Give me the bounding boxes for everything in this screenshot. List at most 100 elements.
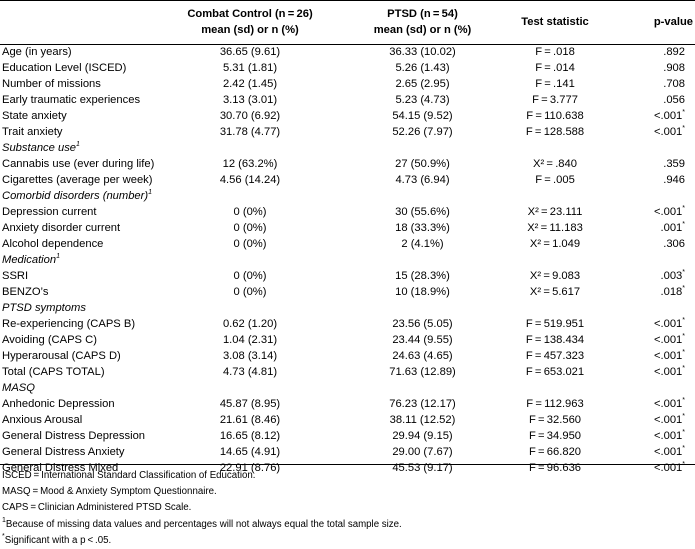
p-value: .708 — [608, 76, 695, 92]
test-statistic-value-text: F = 653.021 — [525, 366, 585, 378]
p-value-text: <.001 — [653, 110, 683, 122]
table-row: Depression current 0 (0%) 30 (55.6%) X² = 2… — [0, 204, 695, 220]
p-value-text: .708 — [663, 78, 685, 90]
test-statistic-value-text: X² = 5.617 — [529, 286, 581, 298]
test-statistic-value-text: F = 34.950 — [528, 430, 582, 442]
ptsd-value-text: 2.65 (2.95) — [395, 78, 450, 90]
section-label: Comorbid disorders (number)1 — [0, 188, 695, 204]
combat-control-value-text: 3.08 (3.14) — [222, 350, 278, 362]
combat-control-value-text: 2.42 (1.45) — [222, 78, 278, 90]
test-statistic-value-text: F = .014 — [535, 62, 575, 74]
table-row: Re-experiencing (CAPS B) 0.62 (1.20) 23.56… — [0, 316, 695, 332]
row-label: Re-experiencing (CAPS B) — [0, 316, 157, 332]
row-label-text: Cannabis use (ever during life) — [2, 158, 155, 170]
test-statistic-value-text: F = 66.820 — [528, 446, 582, 458]
combat-control-value-text: 5.31 (1.81) — [222, 62, 278, 74]
row-label: Cannabis use (ever during life) — [0, 156, 157, 172]
row-label: Number of missions — [0, 76, 157, 92]
row-label-text: General Distress Depression — [2, 430, 146, 442]
test-statistic-value: F = 66.820 — [502, 444, 608, 460]
test-statistic-value: X² = 9.083 — [502, 268, 608, 284]
ptsd-value-text: 29.00 (7.67) — [392, 446, 453, 458]
row-label: Age (in years) — [0, 44, 157, 60]
p-value-text: <.001 — [653, 430, 683, 442]
row-label: Hyperarousal (CAPS D) — [0, 348, 157, 364]
combat-control-value: 3.08 (3.14) — [157, 348, 343, 364]
p-value: <.001* — [608, 124, 695, 140]
row-label-text: Cigarettes (average per week) — [2, 174, 153, 186]
ptsd-value: 5.26 (1.43) — [343, 60, 502, 76]
p-value-text: <.001 — [653, 414, 683, 426]
test-statistic-value: X² = .840 — [502, 156, 608, 172]
p-value-text: <.001 — [653, 366, 683, 378]
ptsd-value-text: 23.56 (5.05) — [392, 318, 453, 330]
test-statistic-value-text: F = 138.434 — [525, 334, 585, 346]
test-statistic-value-text: X² = 9.083 — [529, 270, 581, 282]
header-combat-control-line2: mean (sd) or n (%) — [201, 24, 299, 36]
ptsd-value-text: 45.53 (9.17) — [392, 462, 453, 474]
section-label-text: Substance use — [2, 142, 77, 154]
header-combat-control: Combat Control (n = 26) mean (sd) or n (… — [157, 0, 343, 44]
significance-marker: * — [682, 317, 685, 324]
combat-control-value: 14.65 (4.91) — [157, 444, 343, 460]
section-row: Medication1 — [0, 252, 695, 268]
row-label-text: Anhedonic Depression — [2, 398, 115, 410]
p-value-text: .946 — [663, 174, 685, 186]
table-note: CAPS = Clinician Administered PTSD Scale… — [2, 500, 402, 516]
combat-control-value: 21.61 (8.46) — [157, 412, 343, 428]
p-value-text: .018 — [660, 286, 683, 298]
p-value: <.001* — [608, 428, 695, 444]
test-statistic-value: X² = 5.617 — [502, 284, 608, 300]
combat-control-value: 0.62 (1.20) — [157, 316, 343, 332]
combat-control-value: 0 (0%) — [157, 284, 343, 300]
row-label-text: Education Level (ISCED) — [2, 62, 127, 74]
row-label-text: Age (in years) — [2, 46, 72, 58]
header-row: Combat Control (n = 26) mean (sd) or n (… — [0, 0, 695, 44]
section-row: MASQ — [0, 380, 695, 396]
test-statistic-value: F = 457.323 — [502, 348, 608, 364]
significance-marker: * — [682, 221, 685, 228]
header-ptsd-line2: mean (sd) or n (%) — [373, 24, 472, 36]
row-label: Depression current — [0, 204, 157, 220]
row-label: Total (CAPS TOTAL) — [0, 364, 157, 380]
test-statistic-value: F = .018 — [502, 44, 608, 60]
row-label-text: Alcohol dependence — [2, 238, 104, 250]
p-value: .359 — [608, 156, 695, 172]
ptsd-value: 45.53 (9.17) — [343, 460, 502, 476]
row-label-text: General Distress Mixed — [2, 462, 119, 474]
combat-control-value-text: 0 (0%) — [233, 206, 267, 218]
row-label-text: Trait anxiety — [2, 126, 63, 138]
p-value-text: <.001 — [653, 398, 683, 410]
table-row: Anhedonic Depression 45.87 (8.95) 76.23 (1… — [0, 396, 695, 412]
table-row: Anxious Arousal 21.61 (8.46) 38.11 (12.52)… — [0, 412, 695, 428]
ptsd-value: 76.23 (12.17) — [343, 396, 502, 412]
ptsd-value: 38.11 (12.52) — [343, 412, 502, 428]
significance-marker: * — [682, 285, 685, 292]
ptsd-value: 18 (33.3%) — [343, 220, 502, 236]
section-label-text: PTSD symptoms — [2, 302, 86, 314]
table-row: Avoiding (CAPS C) 1.04 (2.31) 23.44 (9.55)… — [0, 332, 695, 348]
ptsd-value-text: 4.73 (6.94) — [395, 174, 450, 186]
combat-control-value-text: 3.13 (3.01) — [222, 94, 278, 106]
significance-marker: * — [682, 445, 685, 452]
table-row: SSRI 0 (0%) 15 (28.3%) X² = 9.083 .003* — [0, 268, 695, 284]
table-row: Number of missions 2.42 (1.45) 2.65 (2.95)… — [0, 76, 695, 92]
row-label-text: Early traumatic experiences — [2, 94, 141, 106]
p-value: .892 — [608, 44, 695, 60]
ptsd-value-text: 38.11 (12.52) — [389, 414, 456, 426]
combat-control-value-text: 36.65 (9.61) — [219, 46, 281, 58]
p-value-text: <.001 — [653, 334, 683, 346]
row-label-text: Anxiety disorder current — [2, 222, 121, 234]
row-label: Avoiding (CAPS C) — [0, 332, 157, 348]
row-label: General Distress Mixed — [0, 460, 157, 476]
test-statistic-value: F = .141 — [502, 76, 608, 92]
test-statistic-value-text: F = .005 — [535, 174, 575, 186]
table-row: Cigarettes (average per week) 4.56 (14.24… — [0, 172, 695, 188]
p-value: <.001* — [608, 332, 695, 348]
section-label: PTSD symptoms — [0, 300, 695, 316]
section-row: PTSD symptoms — [0, 300, 695, 316]
combat-control-value: 16.65 (8.12) — [157, 428, 343, 444]
significance-marker: * — [682, 333, 685, 340]
table-note: 1Because of missing data values and perc… — [2, 517, 402, 533]
